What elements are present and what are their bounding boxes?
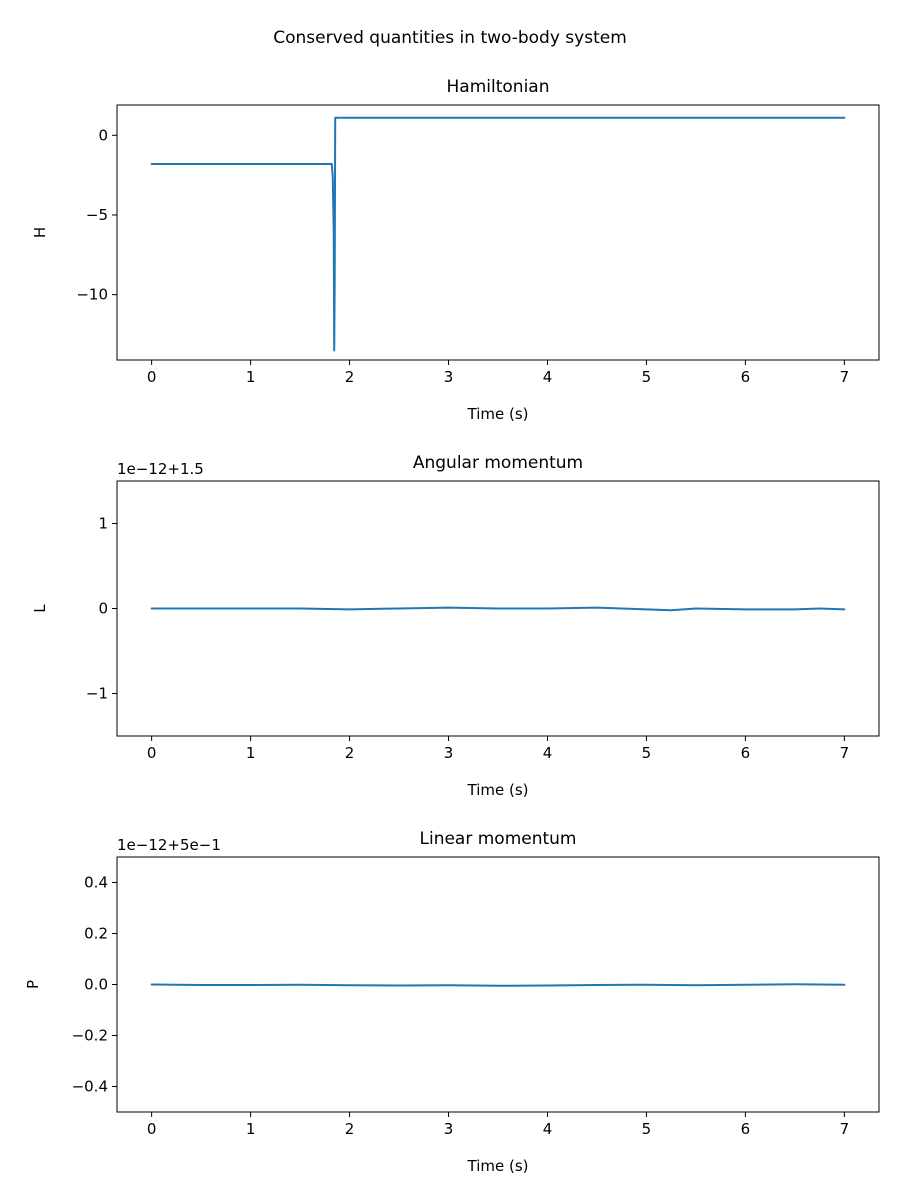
- angular-momentum-ylabel: L: [31, 604, 49, 613]
- angular-momentum-xtick-label: 1: [246, 744, 256, 762]
- hamiltonian-ylabel: H: [31, 227, 49, 238]
- hamiltonian-xtick-label: 6: [741, 368, 751, 386]
- angular-momentum-title: Angular momentum: [413, 453, 583, 473]
- angular-momentum-xtick-label: 6: [741, 744, 751, 762]
- hamiltonian-xtick-label: 0: [147, 368, 157, 386]
- linear-momentum-xtick-label: 5: [642, 1120, 652, 1138]
- hamiltonian-ytick-label: 0: [98, 126, 108, 144]
- hamiltonian-xtick-label: 2: [345, 368, 355, 386]
- angular-momentum-xtick-label: 7: [840, 744, 850, 762]
- linear-momentum-xtick-label: 4: [543, 1120, 553, 1138]
- linear-momentum-xtick-label: 1: [246, 1120, 256, 1138]
- hamiltonian-xtick-label: 3: [444, 368, 454, 386]
- linear-momentum-ytick-label: −0.4: [72, 1078, 108, 1096]
- hamiltonian-panel: 0 1 2 3 4 5 6 7 −10 −5 0 Hamiltonian Time (s) H: [31, 77, 880, 423]
- linear-momentum-xlabel: Time (s): [467, 1157, 529, 1175]
- linear-momentum-ylabel: P: [24, 980, 42, 989]
- linear-momentum-series-line: [150, 983, 846, 987]
- hamiltonian-xtick-label: 5: [642, 368, 652, 386]
- angular-momentum-ytick-label: 0: [98, 600, 108, 618]
- linear-momentum-xtick-label: 2: [345, 1120, 355, 1138]
- figure-suptitle: Conserved quantities in two-body system: [273, 28, 627, 48]
- angular-momentum-xtick-label: 2: [345, 744, 355, 762]
- angular-momentum-xtick-label: 3: [444, 744, 454, 762]
- hamiltonian-ytick-label: −5: [86, 206, 108, 224]
- angular-momentum-xtick-label: 0: [147, 744, 157, 762]
- linear-momentum-xtick-label: 3: [444, 1120, 454, 1138]
- angular-momentum-ytick-label: −1: [86, 685, 108, 703]
- angular-momentum-panel: 0 1 2 3 4 5 6 7 −1 0 1 Angular momentum 1e−12+1.5 Tim…: [31, 453, 880, 799]
- hamiltonian-xtick-label: 1: [246, 368, 256, 386]
- angular-momentum-xtick-label: 4: [543, 744, 553, 762]
- angular-momentum-ytick-label: 1: [98, 515, 108, 533]
- hamiltonian-xtick-label: 4: [543, 368, 553, 386]
- angular-momentum-series-line: [150, 606, 846, 612]
- linear-momentum-xtick-label: 6: [741, 1120, 751, 1138]
- hamiltonian-title: Hamiltonian: [447, 77, 550, 97]
- linear-momentum-ytick-label: −0.2: [72, 1027, 108, 1045]
- hamiltonian-xlabel: Time (s): [467, 405, 529, 423]
- linear-momentum-offset-text: 1e−12+5e−1: [117, 836, 221, 854]
- linear-momentum-xtick-label: 7: [840, 1120, 850, 1138]
- angular-momentum-xlabel: Time (s): [467, 781, 529, 799]
- linear-momentum-panel: 0 1 2 3 4 5 6 7 −0.4 −0.2 0.0 0.2 0.4 Linear momentum…: [24, 829, 880, 1175]
- hamiltonian-axes-frame: [116, 104, 880, 361]
- hamiltonian-ytick-label: −10: [76, 286, 108, 304]
- hamiltonian-series-line: [150, 116, 846, 352]
- angular-momentum-xtick-label: 5: [642, 744, 652, 762]
- angular-momentum-offset-text: 1e−12+1.5: [117, 460, 204, 478]
- linear-momentum-xtick-label: 0: [147, 1120, 157, 1138]
- hamiltonian-xtick-label: 7: [840, 368, 850, 386]
- linear-momentum-ytick-label: 0.2: [84, 925, 108, 943]
- linear-momentum-ytick-label: 0.0: [84, 976, 108, 994]
- linear-momentum-ytick-label: 0.4: [84, 874, 108, 892]
- linear-momentum-title: Linear momentum: [420, 829, 577, 849]
